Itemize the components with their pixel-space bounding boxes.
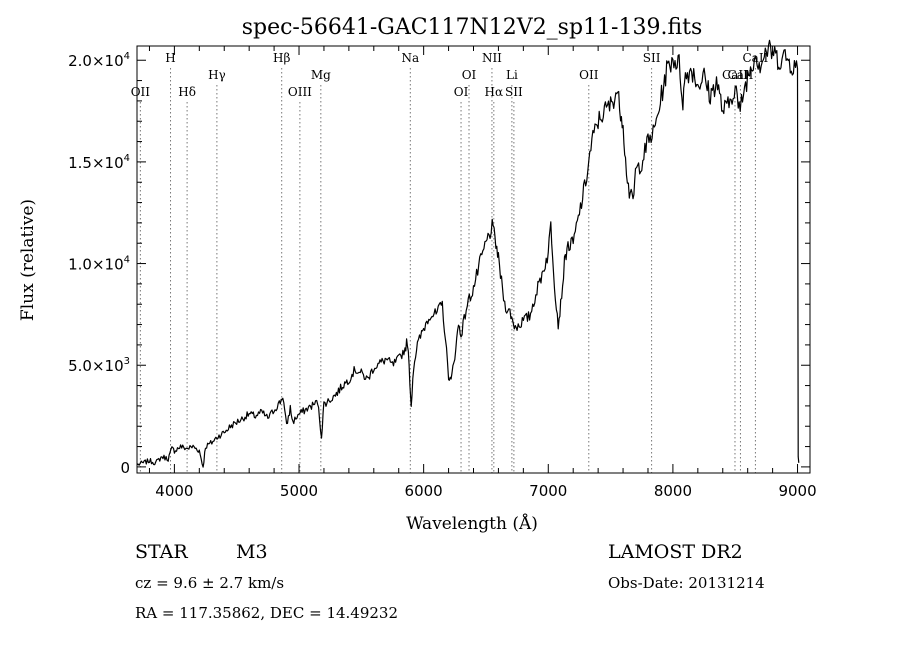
x-tick-label: 7000 (529, 482, 567, 500)
line-marker-label: Mg (311, 68, 331, 82)
spectrum-chart: spec-56641-GAC117N12V2_sp11-139.fits 400… (18, 15, 817, 534)
line-marker-label: NII (482, 51, 502, 65)
y-tick-label: 5.0×103 (68, 356, 130, 375)
spectrum-line (136, 39, 800, 468)
line-marker-label: Hδ (178, 85, 196, 99)
chart-title: spec-56641-GAC117N12V2_sp11-139.fits (242, 15, 703, 40)
annotation-lines (139, 68, 756, 473)
line-marker-label: OI (454, 85, 469, 99)
line-marker-label: H (165, 51, 175, 65)
y-tick-label: 1.5×104 (68, 153, 130, 172)
x-tick-label: 8000 (654, 482, 692, 500)
x-tick-label: 6000 (405, 482, 443, 500)
axes (136, 45, 811, 474)
line-marker-label: OII (579, 68, 599, 82)
subclass: M3 (236, 541, 268, 563)
y-tick-label: 2.0×104 (68, 51, 130, 70)
x-tick-label: 4000 (155, 482, 193, 500)
line-marker-label: Na (401, 51, 419, 65)
plot-frame (136, 45, 811, 474)
object-class: STAR (135, 541, 188, 563)
line-marker-label: Hβ (273, 51, 290, 65)
y-axis-label: Flux (relative) (18, 199, 38, 321)
line-marker-label: OII (131, 85, 151, 99)
x-axis-label: Wavelength (Å) (406, 513, 538, 534)
y-tick-label: 0 (120, 459, 130, 477)
line-marker-label: Li (506, 68, 518, 82)
y-tick-label: 1.0×104 (68, 255, 130, 274)
line-marker-label: SII (643, 51, 661, 65)
line-marker-label: CaII (722, 68, 748, 82)
line-marker-label: SII (505, 85, 523, 99)
x-tick-label: 9000 (778, 482, 816, 500)
line-marker-label: OI (462, 68, 477, 82)
line-marker-label: OIII (288, 85, 312, 99)
line-marker-label: Hα (485, 85, 504, 99)
observation-date: Obs-Date: 20131214 (608, 574, 765, 592)
x-tick-label: 5000 (280, 482, 318, 500)
survey-name: LAMOST DR2 (608, 541, 743, 563)
x-tick-labels: 4000 5000 6000 7000 8000 9000 (155, 482, 816, 500)
coordinates: RA = 117.35862, DEC = 14.49232 (135, 604, 399, 622)
line-marker-label: Hγ (208, 68, 226, 82)
y-tick-labels: 0 5.0×103 1.0×104 1.5×104 2.0×104 (68, 51, 130, 477)
redshift-cz: cz = 9.6 ± 2.7 km/s (135, 574, 285, 592)
